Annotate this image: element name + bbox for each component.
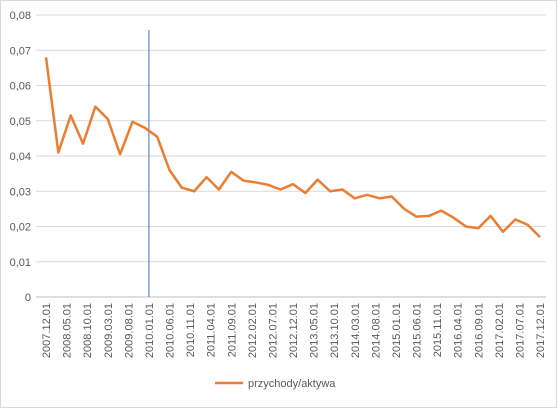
legend-label: przychody/aktywa	[248, 378, 336, 390]
y-tick-label: 0,05	[10, 116, 31, 128]
x-tick-label: 2015.06.01	[412, 303, 424, 358]
x-tick-label: 2014.03.01	[350, 303, 362, 358]
x-tick-label: 2012.12.01	[288, 303, 300, 358]
x-tick-label: 2011.09.01	[226, 303, 238, 357]
y-tick-label: 0,02	[10, 222, 31, 234]
y-tick-label: 0,03	[10, 186, 31, 198]
x-tick-label: 2008.05.01	[62, 303, 74, 358]
x-tick-label: 2012.02.01	[247, 303, 259, 358]
x-tick-label: 2014.08.01	[370, 303, 382, 358]
x-tick-label: 2012.07.01	[267, 303, 279, 358]
x-tick-label: 2016.09.01	[473, 303, 485, 358]
y-tick-label: 0,07	[10, 45, 31, 57]
x-tick-label: 2016.04.01	[453, 303, 465, 358]
x-tick-label: 2015.01.01	[391, 303, 403, 358]
x-tick-label: 2017.07.01	[514, 303, 526, 358]
x-tick-label: 2015.11.01	[432, 303, 444, 357]
y-tick-label: 0,04	[10, 151, 31, 163]
x-tick-label: 2013.05.01	[309, 303, 321, 358]
x-tick-label: 2009.08.01	[123, 303, 135, 358]
x-tick-label: 2010.06.01	[165, 303, 177, 358]
data-line	[44, 57, 541, 238]
y-tick-label: 0,06	[10, 81, 31, 93]
x-tick-label: 2017.02.01	[494, 303, 506, 358]
x-tick-label: 2007.12.01	[41, 303, 53, 358]
x-tick-label: 2017.12.01	[535, 303, 547, 358]
y-tick-label: 0	[25, 292, 31, 304]
y-tick-label: 0,08	[10, 10, 31, 22]
x-tick-label: 2010.01.01	[144, 303, 156, 358]
y-tick-label: 0,01	[10, 257, 31, 269]
x-tick-label: 2010.11.01	[185, 303, 197, 357]
x-tick-label: 2011.04.01	[206, 303, 218, 357]
x-tick-label: 2009.03.01	[103, 303, 115, 358]
x-tick-label: 2013.10.01	[329, 303, 341, 358]
x-tick-label: 2008.10.01	[82, 303, 94, 358]
